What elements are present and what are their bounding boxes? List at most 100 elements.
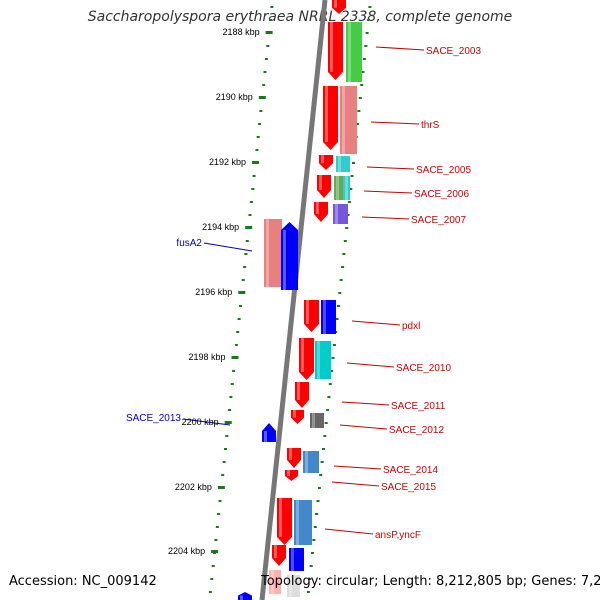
- tick-dot: [313, 526, 317, 528]
- label-leader: [370, 121, 420, 125]
- tick-dot: [239, 305, 242, 307]
- feature-grey-light-highlight: [289, 575, 292, 597]
- tick-dot: [364, 45, 368, 47]
- tick-dot: [263, 71, 267, 73]
- tick-dot: [222, 461, 226, 463]
- cds-arrow-highlight: [279, 498, 282, 537]
- tick-dot: [256, 136, 260, 138]
- tick-dot: [312, 539, 316, 541]
- feature-cyan-highlight: [317, 341, 320, 379]
- ruler-major-tick: [238, 291, 246, 294]
- cds-arrow: [314, 202, 328, 222]
- ruler-label: 2200 kbp: [182, 417, 219, 427]
- tick-dot: [252, 175, 256, 177]
- gene-label: thrS: [421, 120, 440, 131]
- feature-blue: [321, 300, 336, 334]
- tick-dot: [358, 97, 362, 99]
- label-leader: [346, 362, 395, 368]
- label-leader: [341, 401, 390, 406]
- cds-arrow-highlight: [293, 410, 296, 418]
- cds-arrow-highlight: [287, 470, 290, 477]
- tick-dot: [349, 188, 353, 190]
- tick-dot: [337, 305, 340, 307]
- cds-arrow: [317, 175, 331, 198]
- tick-dot: [343, 240, 347, 242]
- feature-steel: [294, 500, 312, 545]
- tick-dot: [332, 344, 336, 346]
- feature-steel-highlight: [305, 451, 308, 473]
- tick-dot: [234, 344, 238, 346]
- tick-dot: [320, 461, 324, 463]
- tick-dot: [352, 162, 355, 164]
- tick-dot: [311, 552, 314, 554]
- tick-marks: [208, 6, 372, 593]
- ruler-major-tick: [224, 421, 232, 424]
- tick-dot: [230, 383, 234, 385]
- tick-dot: [269, 19, 272, 21]
- tick-dot: [251, 188, 255, 190]
- accession-text: Accession: NC_009142: [9, 574, 157, 589]
- tick-dot: [232, 370, 236, 372]
- tick-dot: [229, 396, 233, 398]
- ruler-label: 2198 kbp: [188, 352, 225, 362]
- feature-blue-highlight: [291, 548, 294, 571]
- tick-dot: [210, 578, 214, 580]
- cds-arrow: [332, 0, 346, 14]
- tick-dot: [270, 6, 274, 8]
- feature-green-highlight: [348, 22, 351, 82]
- label-leader: [361, 216, 410, 220]
- feature-pink: [264, 219, 282, 287]
- tick-dot: [249, 201, 253, 203]
- tick-dot: [211, 565, 215, 567]
- gene-label: SACE_2015: [381, 482, 436, 493]
- tick-dot: [309, 565, 313, 567]
- tick-dot: [221, 474, 225, 476]
- feature-grey-light: [287, 575, 300, 597]
- feature-steel-highlight: [296, 500, 299, 545]
- tick-dot: [362, 58, 366, 60]
- cds-arrow: [328, 22, 343, 80]
- gene-label: SACE_2007: [411, 215, 466, 226]
- tick-dot: [255, 149, 259, 151]
- tick-dot: [208, 591, 212, 593]
- tick-dot: [350, 175, 354, 177]
- label-leader: [363, 190, 413, 194]
- cds-arrow-reverse: [238, 592, 252, 600]
- topology-text: Topology: circular; Length: 8,212,805 bp…: [261, 574, 600, 589]
- tick-dot: [324, 422, 328, 424]
- cds-arrow-reverse: [281, 222, 298, 290]
- tick-dot: [368, 6, 372, 8]
- gene-label: SACE_2013: [126, 413, 181, 424]
- tick-dot: [218, 500, 222, 502]
- feature-cyan: [343, 176, 350, 200]
- cds-arrow: [287, 448, 301, 468]
- label-leaders: [182, 46, 425, 535]
- tick-dot: [228, 409, 232, 411]
- label-leader: [333, 465, 382, 470]
- tick-dot: [244, 253, 248, 255]
- cds-arrow-highlight: [321, 155, 324, 164]
- gene-label: SACE_2003: [426, 46, 481, 57]
- tick-dot: [328, 383, 332, 385]
- ruler-major-tick: [245, 226, 253, 229]
- tick-dot: [225, 435, 229, 437]
- label-leader: [182, 418, 231, 426]
- feature-purple-highlight: [335, 204, 338, 224]
- cds-arrow: [272, 545, 286, 566]
- cds-arrow-reverse-highlight: [264, 431, 267, 442]
- ruler-label: 2202 kbp: [175, 482, 212, 492]
- cds-arrow-highlight: [306, 300, 309, 324]
- tick-dot: [322, 448, 325, 450]
- tick-dot: [338, 292, 342, 294]
- tick-dot: [243, 266, 247, 268]
- cds-arrow-highlight: [297, 382, 300, 400]
- feature-pink-highlight: [342, 86, 345, 154]
- tick-dot: [335, 318, 339, 320]
- cds-arrow-highlight: [319, 175, 322, 190]
- tick-dot: [266, 45, 270, 47]
- tick-dot: [339, 279, 343, 281]
- ruler-major-tick: [211, 550, 219, 553]
- tick-dot: [327, 396, 331, 398]
- gene-label: SACE_2012: [389, 425, 444, 436]
